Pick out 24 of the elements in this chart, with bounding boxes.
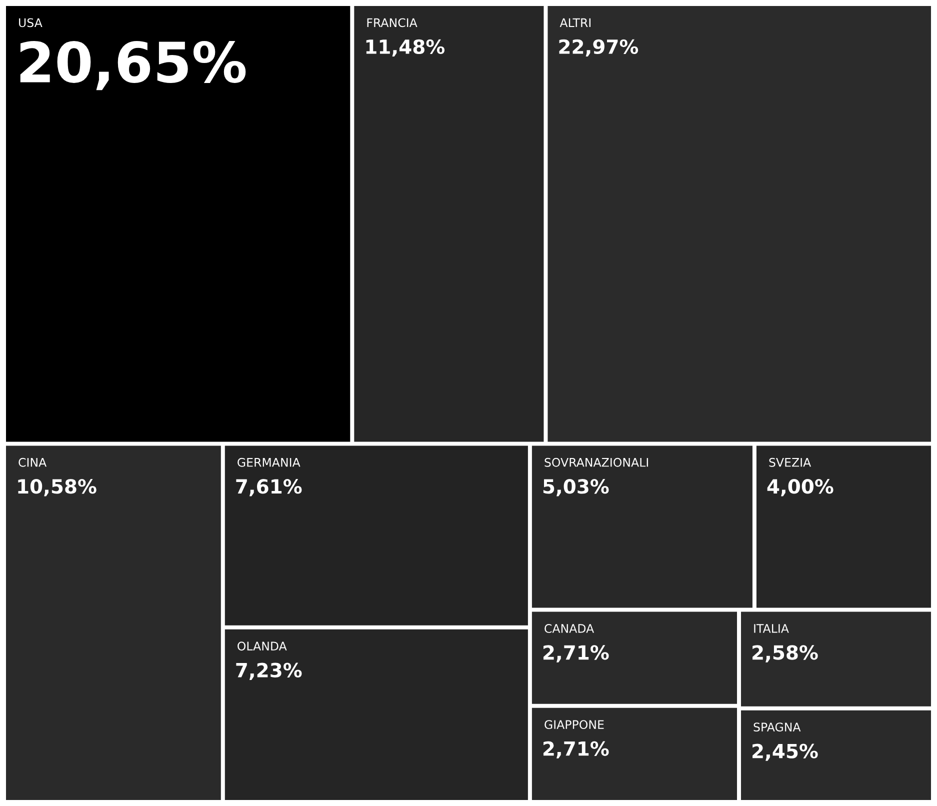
category-label: SVEZIA [769, 458, 812, 467]
category-label: GIAPPONE [544, 720, 604, 730]
data-label: 5,03% [543, 479, 609, 496]
data-label: 7,61% [236, 479, 302, 496]
data-label: 2,71% [543, 741, 609, 758]
data-label: 22,97% [559, 39, 638, 57]
category-label: USA [19, 18, 42, 28]
data-label: 2,45% [752, 744, 818, 761]
data-label: 4,00% [767, 479, 834, 496]
category-label: ITALIA [754, 624, 789, 633]
data-label: 10,58% [18, 479, 96, 496]
category-label: GERMANIA [238, 458, 300, 467]
data-label: 2,58% [752, 645, 818, 662]
category-label: CINA [18, 458, 47, 467]
data-label: 2,71% [543, 645, 609, 662]
data-label: 7,23% [236, 662, 302, 680]
category-label: OLANDA [238, 642, 287, 651]
data-label: 11,48% [366, 39, 445, 57]
category-label: SPAGNA [754, 722, 801, 732]
category-label: SOVRANAZIONALI [544, 458, 648, 467]
data-label: 20,65% [20, 40, 246, 90]
category-label: FRANCIA [367, 18, 418, 28]
category-label: CANADA [544, 624, 594, 633]
category-label: ALTRI [560, 18, 590, 27]
